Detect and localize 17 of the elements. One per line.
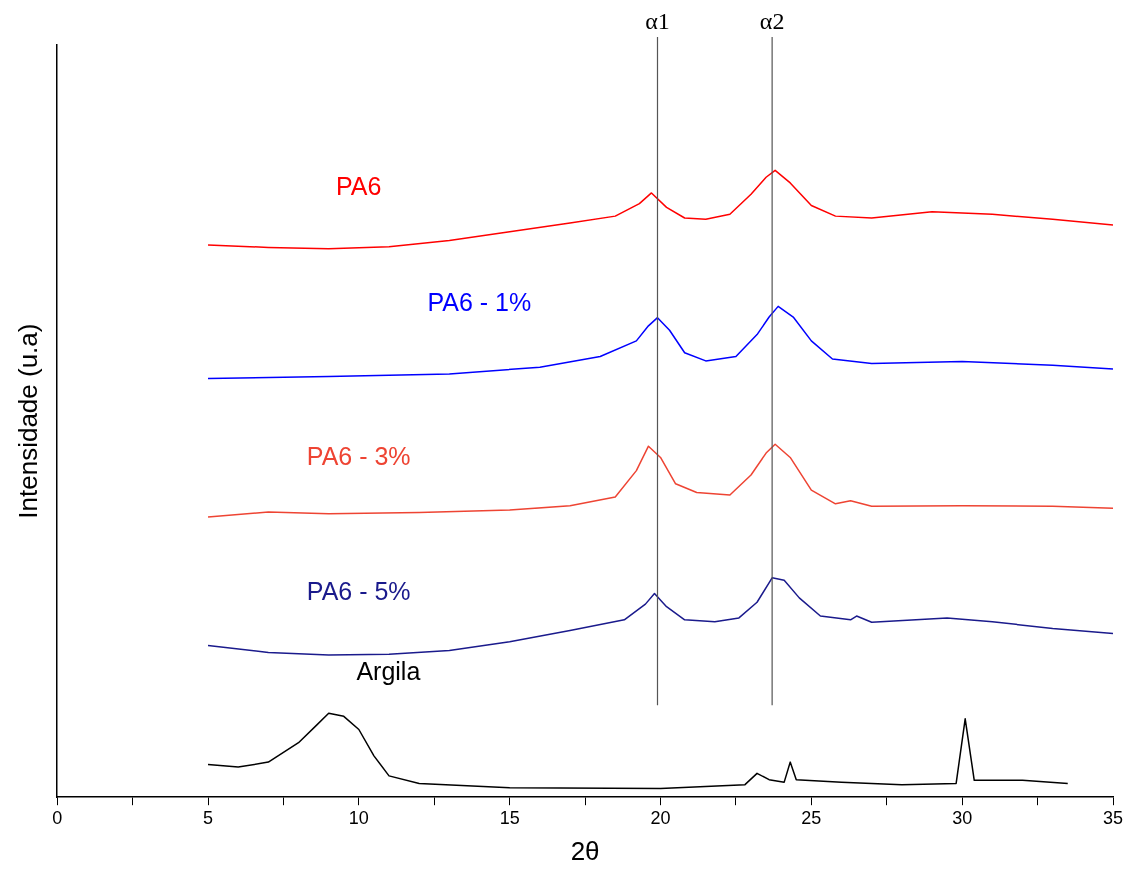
series-label: PA6 - 3%	[306, 441, 411, 470]
x-tick-label: 5	[203, 807, 214, 828]
ref-line-label: α1	[645, 8, 670, 35]
series-label: Argila	[356, 656, 421, 685]
x-tick-label: 35	[1102, 807, 1124, 828]
ref-line-label: α2	[759, 8, 785, 35]
x-tick-label: 15	[499, 807, 520, 828]
x-tick-label: 0	[52, 807, 63, 828]
x-tick-label: 30	[952, 807, 973, 828]
y-axis-title: Intensidade (u.a)	[12, 323, 43, 519]
series-label: PA6 - 5%	[306, 576, 411, 605]
x-tick-label: 20	[650, 807, 671, 828]
x-tick-label: 10	[348, 807, 369, 828]
x-tick-label: 25	[801, 807, 822, 828]
x-axis-title: 2θ	[570, 835, 600, 866]
series-label: PA6	[335, 171, 382, 200]
text: PA6 - 1%	[427, 287, 532, 316]
